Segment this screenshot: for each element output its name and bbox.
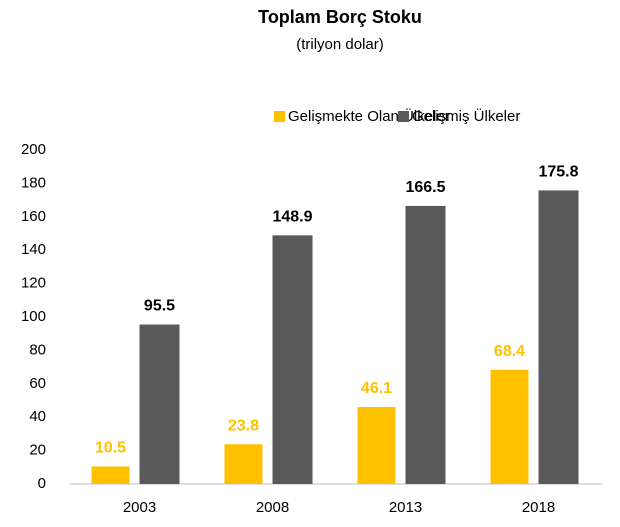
bar bbox=[139, 324, 180, 484]
legend-label: Gelişmiş Ülkeler bbox=[412, 107, 520, 125]
y-tick-label: 180 bbox=[21, 174, 46, 191]
y-tick-label: 20 bbox=[29, 442, 46, 459]
data-label: 166.5 bbox=[405, 179, 445, 196]
bar bbox=[272, 235, 313, 484]
bar bbox=[91, 466, 130, 484]
y-tick-label: 120 bbox=[21, 275, 46, 292]
data-label: 68.4 bbox=[494, 343, 525, 360]
data-label: 23.8 bbox=[228, 417, 259, 434]
y-tick-label: 0 bbox=[38, 475, 46, 492]
x-tick-label: 2013 bbox=[389, 499, 422, 516]
y-tick-label: 80 bbox=[29, 341, 46, 358]
legend-swatch bbox=[398, 111, 409, 122]
data-label: 148.9 bbox=[272, 209, 312, 226]
legend-swatch bbox=[274, 111, 285, 122]
bar bbox=[224, 444, 263, 484]
y-tick-label: 200 bbox=[21, 141, 46, 158]
data-label: 46.1 bbox=[361, 380, 392, 397]
data-label: 175.8 bbox=[538, 164, 578, 181]
legend-label: Gelişmekte Olan Ülkeler bbox=[288, 107, 450, 125]
y-tick-label: 100 bbox=[21, 308, 46, 325]
y-tick-label: 40 bbox=[29, 408, 46, 425]
chart-title: Toplam Borç Stoku bbox=[258, 7, 422, 27]
bar bbox=[490, 369, 529, 484]
x-tick-label: 2008 bbox=[256, 499, 289, 516]
data-label: 10.5 bbox=[95, 440, 126, 457]
bar bbox=[357, 407, 396, 484]
y-tick-label: 60 bbox=[29, 375, 46, 392]
y-tick-label: 160 bbox=[21, 208, 46, 225]
bar bbox=[405, 205, 446, 484]
data-label: 95.5 bbox=[144, 298, 175, 315]
x-tick-label: 2018 bbox=[522, 499, 555, 516]
chart-subtitle: (trilyon dolar) bbox=[296, 36, 384, 53]
bar bbox=[538, 190, 579, 484]
y-tick-label: 140 bbox=[21, 241, 46, 258]
x-tick-label: 2003 bbox=[123, 499, 156, 516]
